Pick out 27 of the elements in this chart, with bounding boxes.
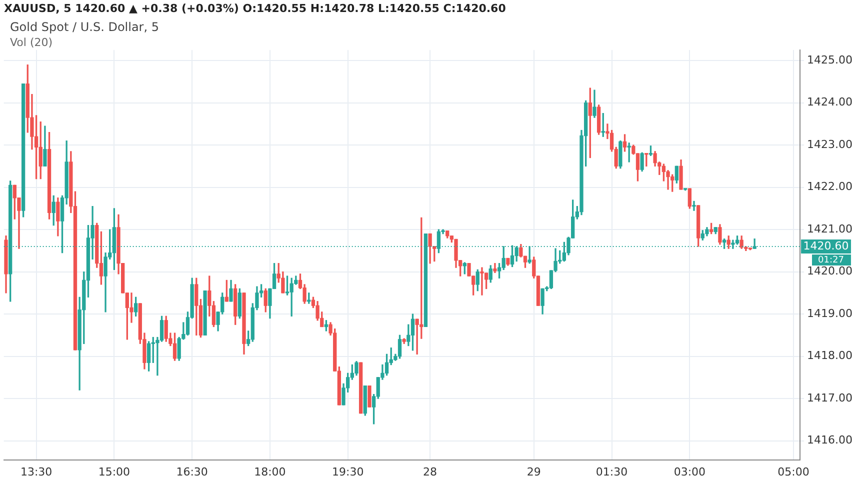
y-tick-label: 1421.00 bbox=[807, 222, 852, 236]
text: 01:27 bbox=[818, 255, 844, 266]
y-tick-label: 1418.00 bbox=[807, 349, 852, 362]
x-tick-label: 28 bbox=[423, 465, 438, 478]
x-tick-label: 15:00 bbox=[98, 465, 130, 478]
x-tick-label: 05:00 bbox=[778, 465, 810, 478]
y-tick-label: 1417.00 bbox=[807, 391, 852, 404]
x-tick-label: 13:30 bbox=[20, 465, 52, 478]
x-tick-label: 03:00 bbox=[674, 465, 706, 478]
x-tick-label: 16:30 bbox=[176, 465, 208, 478]
x-tick-label: 18:00 bbox=[254, 465, 286, 478]
y-tick-label: 1424.00 bbox=[807, 96, 852, 109]
chart-subtitle: Vol (20) bbox=[10, 36, 53, 49]
chart-title: Gold Spot / U.S. Dollar, 5 bbox=[10, 20, 160, 34]
y-tick-label: 1422.00 bbox=[807, 180, 852, 194]
y-tick-label: 1416.00 bbox=[807, 434, 852, 447]
y-tick-label: 1419.00 bbox=[807, 306, 852, 320]
x-tick-label: 19:30 bbox=[332, 465, 364, 478]
text: XAUUSD, 5 1420.60 ▲ +0.38 (+0.03%) O:1420.55 H:1420.78 L:1420.55 C:1420.60 bbox=[4, 2, 506, 15]
y-tick-label: 1425.00 bbox=[807, 53, 852, 66]
y-tick-label: 1420.00 bbox=[807, 264, 852, 278]
x-tick-label: 01:30 bbox=[596, 465, 628, 478]
candlestick bbox=[480, 267, 484, 296]
y-tick-label: 1423.00 bbox=[807, 138, 852, 151]
x-tick-label: 29 bbox=[526, 465, 541, 478]
ref-line-label: 1420.60 bbox=[803, 239, 849, 252]
candlestick bbox=[692, 200, 696, 211]
